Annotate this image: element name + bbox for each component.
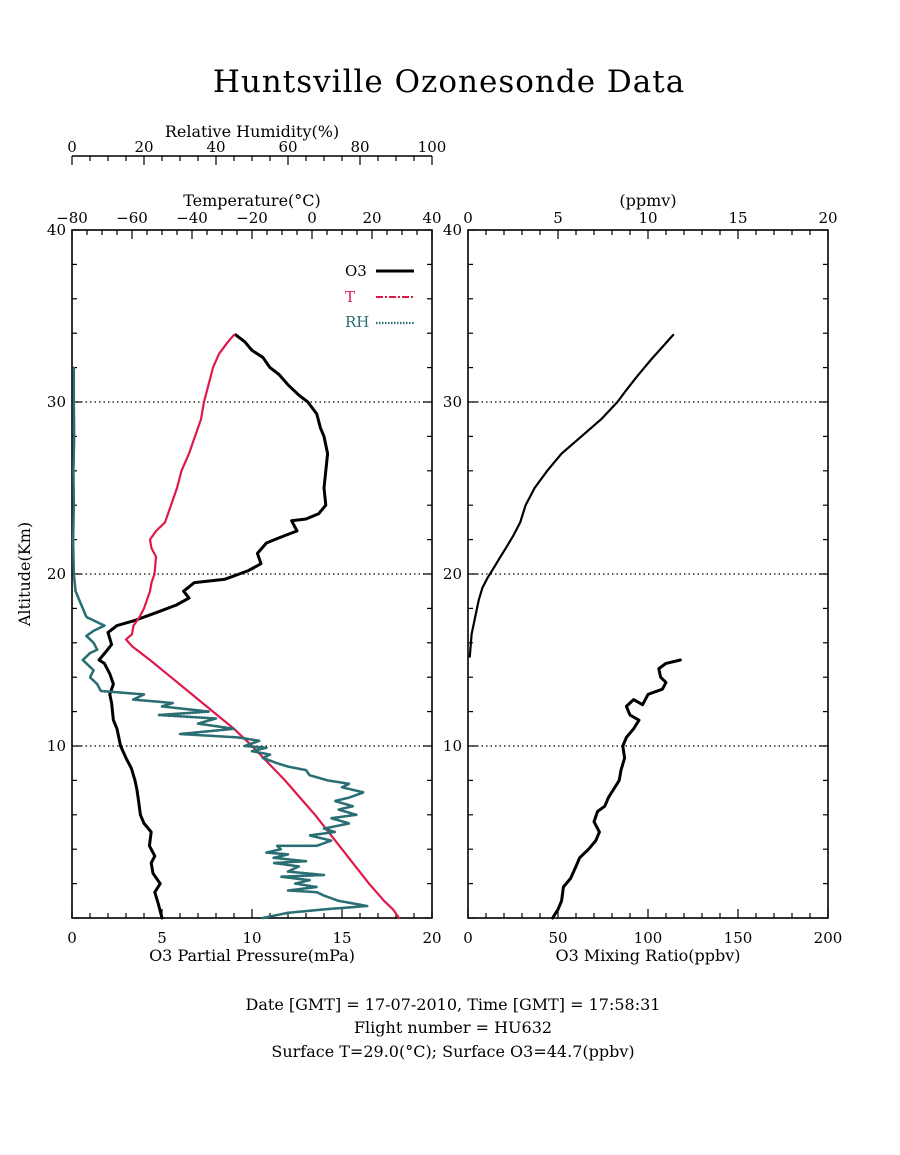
footer-surface-values: Surface T=29.0(°C); Surface O3=44.7(ppbv… [271,1042,634,1061]
series-line-o3-mixing-ratio-1 [551,658,682,920]
rh-axis-label: Relative Humidity(%) [165,122,339,141]
right-ytick-label: 30 [443,393,462,411]
ppmv-x-tick-label: 10 [638,209,657,227]
ppmv-axis-label: (ppmv) [619,191,676,210]
left-ytick-label: 30 [47,393,66,411]
left-ytick-label: 10 [47,737,66,755]
right-ytick-label: 40 [443,221,462,239]
ppmv-x-tick-label: 0 [463,209,473,227]
temp-x-tick-label: 0 [307,209,317,227]
left-y-axis-label: Altitude(Km) [15,522,34,627]
right-ytick-label: 20 [443,565,462,583]
ppmv-x-tick-label: 5 [553,209,563,227]
o3pp-x-tick-label: 0 [67,929,77,947]
footer-flight-number: Flight number = HU632 [354,1018,552,1037]
temp-x-tick-label: −80 [56,209,88,227]
temp-x-tick-label: 20 [362,209,381,227]
right-x-axis-label: O3 Mixing Ratio(ppbv) [555,946,740,965]
legend: O3 T RH [345,262,414,331]
chart-title: Huntsville Ozonesonde Data [213,64,685,100]
legend-label-o3: O3 [345,262,367,280]
rh-x-tick-label: 20 [134,138,153,156]
mr-x-tick-label: 100 [634,929,663,947]
temp-x-tick-label: −20 [236,209,268,227]
temp-axis-label: Temperature(°C) [183,191,321,210]
rh-x-tick-label: 100 [418,138,447,156]
legend-label-temp: T [345,288,355,306]
legend-label-rh: RH [345,313,369,331]
rh-x-tick-label: 60 [278,138,297,156]
mr-x-tick-label: 0 [463,929,473,947]
mr-x-tick-label: 200 [814,929,843,947]
rh-x-tick-label: 0 [67,138,77,156]
temp-x-tick-label: −40 [176,209,208,227]
footer-date-time: Date [GMT] = 17-07-2010, Time [GMT] = 17… [246,995,661,1014]
o3pp-x-tick-label: 5 [157,929,167,947]
mr-x-tick-label: 150 [724,929,753,947]
left-ytick-label: 40 [47,221,66,239]
o3pp-x-tick-label: 20 [422,929,441,947]
left-x-axis-label: O3 Partial Pressure(mPa) [149,946,355,965]
series-line-o3-partial-pressure [97,333,330,920]
ppmv-x-tick-label: 15 [728,209,747,227]
o3pp-x-tick-label: 15 [332,929,351,947]
right-ytick-label: 10 [443,737,462,755]
o3pp-x-tick-label: 10 [242,929,261,947]
temp-x-tick-label: −60 [116,209,148,227]
ppmv-x-tick-label: 20 [818,209,837,227]
rh-x-tick-label: 80 [350,138,369,156]
series-line-o3-mixing-ratio-2 [468,333,675,658]
left-ytick-label: 20 [47,565,66,583]
rh-x-tick-label: 40 [206,138,225,156]
temp-x-tick-label: 40 [422,209,441,227]
series-line-temperature [124,333,401,920]
series-line-relative-humidity [71,366,369,920]
mr-x-tick-label: 50 [548,929,567,947]
